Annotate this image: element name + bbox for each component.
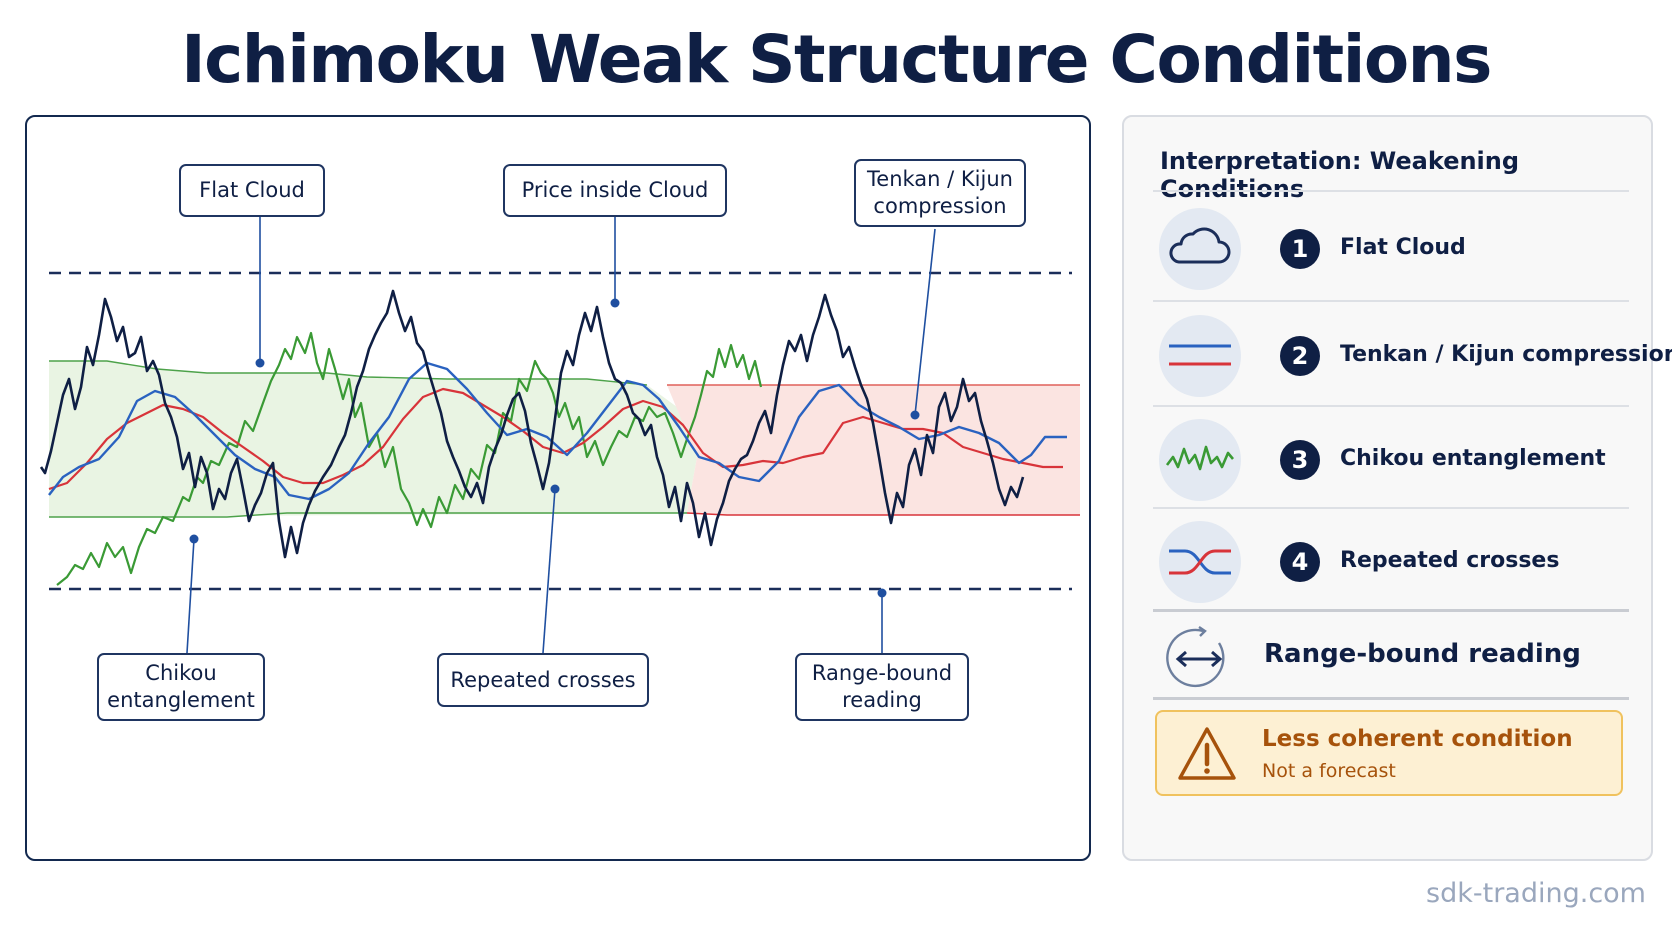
interpretation-item-tenkan-kijun: 2 Tenkan / Kijun compression <box>1159 309 1672 399</box>
divider <box>1153 697 1629 700</box>
marker-flat-cloud <box>255 358 265 368</box>
callout-flat-cloud: Flat Cloud <box>179 164 325 217</box>
interpretation-title: Interpretation: Weakening Conditions <box>1160 147 1520 203</box>
callout-chikou: Chikou entanglement <box>97 653 265 721</box>
callout-tenkan-kijun-line2: compression <box>873 194 1007 218</box>
range-arrows-icon <box>1166 626 1225 688</box>
item-label: Flat Cloud <box>1340 235 1466 260</box>
callout-repeated-crosses-label: Repeated crosses <box>450 667 636 692</box>
marker-range-bound <box>877 588 887 598</box>
item-label: Repeated crosses <box>1340 548 1560 573</box>
range-bound-label: Range-bound reading <box>1264 639 1581 669</box>
bullish-cloud-top-edge <box>49 360 648 386</box>
leader-repeated-crosses <box>542 488 556 654</box>
callout-price-inside-cloud-label: Price inside Cloud <box>521 178 709 202</box>
marker-price-inside-cloud <box>610 298 620 308</box>
range-bound-row: Range-bound reading <box>1159 617 1629 697</box>
watermark: sdk-trading.com <box>1426 878 1646 909</box>
price-line <box>39 289 1025 559</box>
divider <box>1153 300 1629 302</box>
bearish-cloud-bottom-edge <box>686 512 1080 516</box>
bearish-cloud <box>667 385 1080 515</box>
interpretation-item-repeated-crosses: 4 Repeated crosses <box>1159 515 1629 605</box>
chikou-line <box>56 331 763 586</box>
callout-range-bound-line2: reading <box>842 688 922 712</box>
callout-tenkan-kijun-line1: Tenkan / Kijun <box>867 167 1013 191</box>
divider <box>1153 507 1629 509</box>
callout-tenkan-kijun: Tenkan / Kijun compression <box>854 159 1026 227</box>
parallel-lines-icon <box>1159 315 1241 397</box>
interpretation-item-chikou: 3 Chikou entanglement <box>1159 413 1629 503</box>
callout-repeated-crosses: Repeated crosses <box>437 653 649 707</box>
crossing-lines-icon <box>1159 521 1241 603</box>
warning-box: Less coherent condition Not a forecast <box>1155 710 1623 796</box>
warning-title: Less coherent condition <box>1262 726 1573 752</box>
warning-subtitle: Not a forecast <box>1262 760 1396 782</box>
divider <box>1153 405 1629 407</box>
item-label: Chikou entanglement <box>1340 446 1606 471</box>
callout-range-bound: Range-bound reading <box>795 653 969 721</box>
leader-tenkan-kijun <box>914 228 936 416</box>
item-number: 4 <box>1280 542 1320 582</box>
item-number: 1 <box>1280 229 1320 269</box>
kijun-line <box>48 387 1063 491</box>
callout-price-inside-cloud: Price inside Cloud <box>503 164 727 217</box>
page-title: Ichimoku Weak Structure Conditions <box>181 21 1492 98</box>
interpretation-panel: Interpretation: Weakening Conditions 1 F… <box>1122 115 1672 861</box>
item-label: Tenkan / Kijun compression <box>1340 342 1672 367</box>
callout-chikou-line2: entanglement <box>107 688 255 712</box>
warning-icon <box>1178 727 1236 780</box>
tenkan-line <box>48 361 1067 501</box>
cloud-icon <box>1159 208 1241 290</box>
chart-panel: Flat Cloud Price inside Cloud Tenkan / K… <box>25 115 1091 861</box>
leader-chikou <box>186 538 195 654</box>
marker-chikou <box>189 534 199 544</box>
marker-repeated-crosses <box>550 484 560 494</box>
marker-tenkan-kijun <box>910 410 920 420</box>
divider <box>1153 190 1629 192</box>
divider <box>1153 609 1629 612</box>
callout-chikou-line1: Chikou <box>145 661 217 685</box>
interpretation-item-flat-cloud: 1 Flat Cloud <box>1159 202 1629 292</box>
item-number: 3 <box>1280 440 1320 480</box>
callout-flat-cloud-label: Flat Cloud <box>199 178 305 202</box>
wave-icon <box>1159 419 1241 501</box>
ichimoku-chart <box>39 217 1080 654</box>
callout-range-bound-line1: Range-bound <box>811 661 953 685</box>
bullish-cloud-bottom-edge <box>49 512 687 518</box>
item-number: 2 <box>1280 336 1320 376</box>
